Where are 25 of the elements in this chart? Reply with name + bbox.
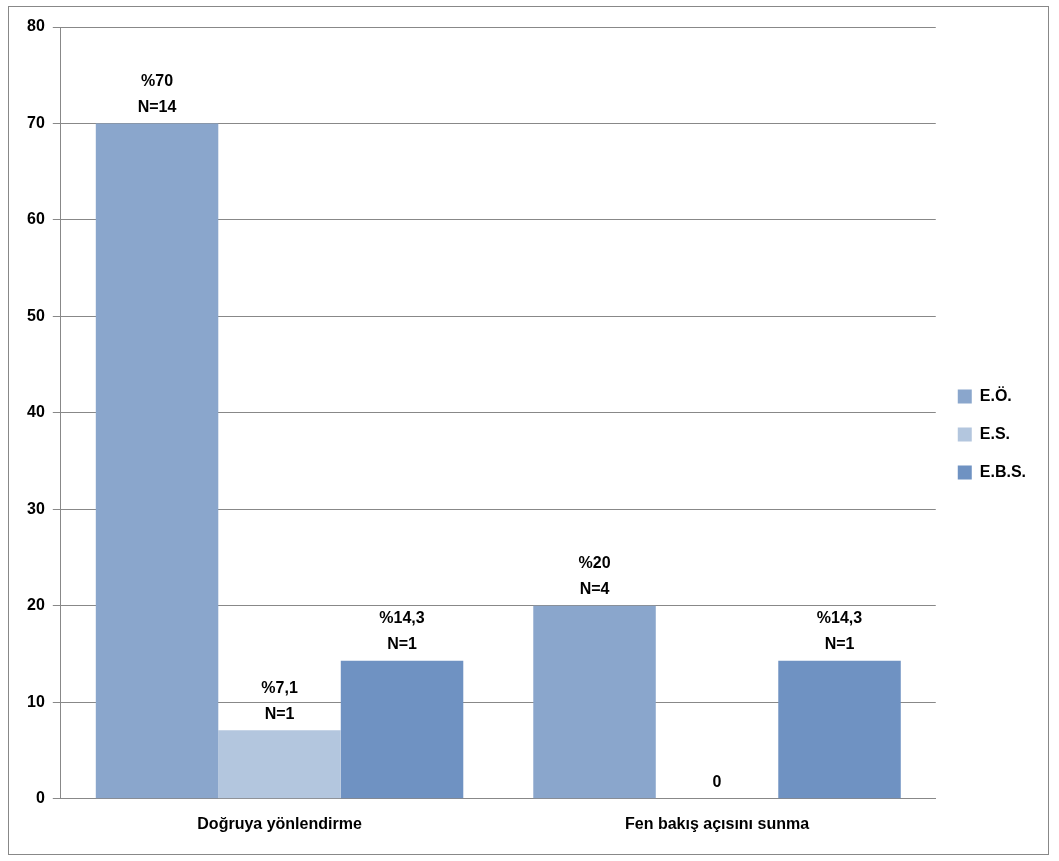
data-label: %14,3 N=1 [379,609,425,653]
bar [340,660,464,799]
y-tick-label: 40 [27,403,45,421]
y-tick-label: 70 [27,113,45,131]
bar [218,730,341,799]
y-tick-label: 10 [27,692,45,710]
legend-label: E.B.S. [979,462,1026,480]
legend-label: E.Ö. [979,385,1012,404]
x-tick-label: Fen bakış açısını sunma [624,814,810,832]
y-tick-label: 20 [27,596,45,614]
data-label: %7,1 N=1 [261,678,298,722]
y-tick-label: 0 [35,789,45,807]
y-tick-label: 50 [27,306,45,324]
y-tick-label: 60 [27,210,45,228]
y-tick-label: 30 [27,499,45,517]
bar [778,660,901,799]
data-label: %20 N=4 [578,554,611,598]
bar [533,605,656,799]
bar [95,123,219,799]
data-label: %14,3 N=1 [816,609,863,653]
data-label: 0 [712,773,722,791]
y-tick-label: 80 [27,17,45,35]
legend-label: E.S. [979,424,1010,442]
x-tick-label: Doğruya yönlendirme [197,814,362,832]
data-label: %70 N=14 [137,71,177,115]
